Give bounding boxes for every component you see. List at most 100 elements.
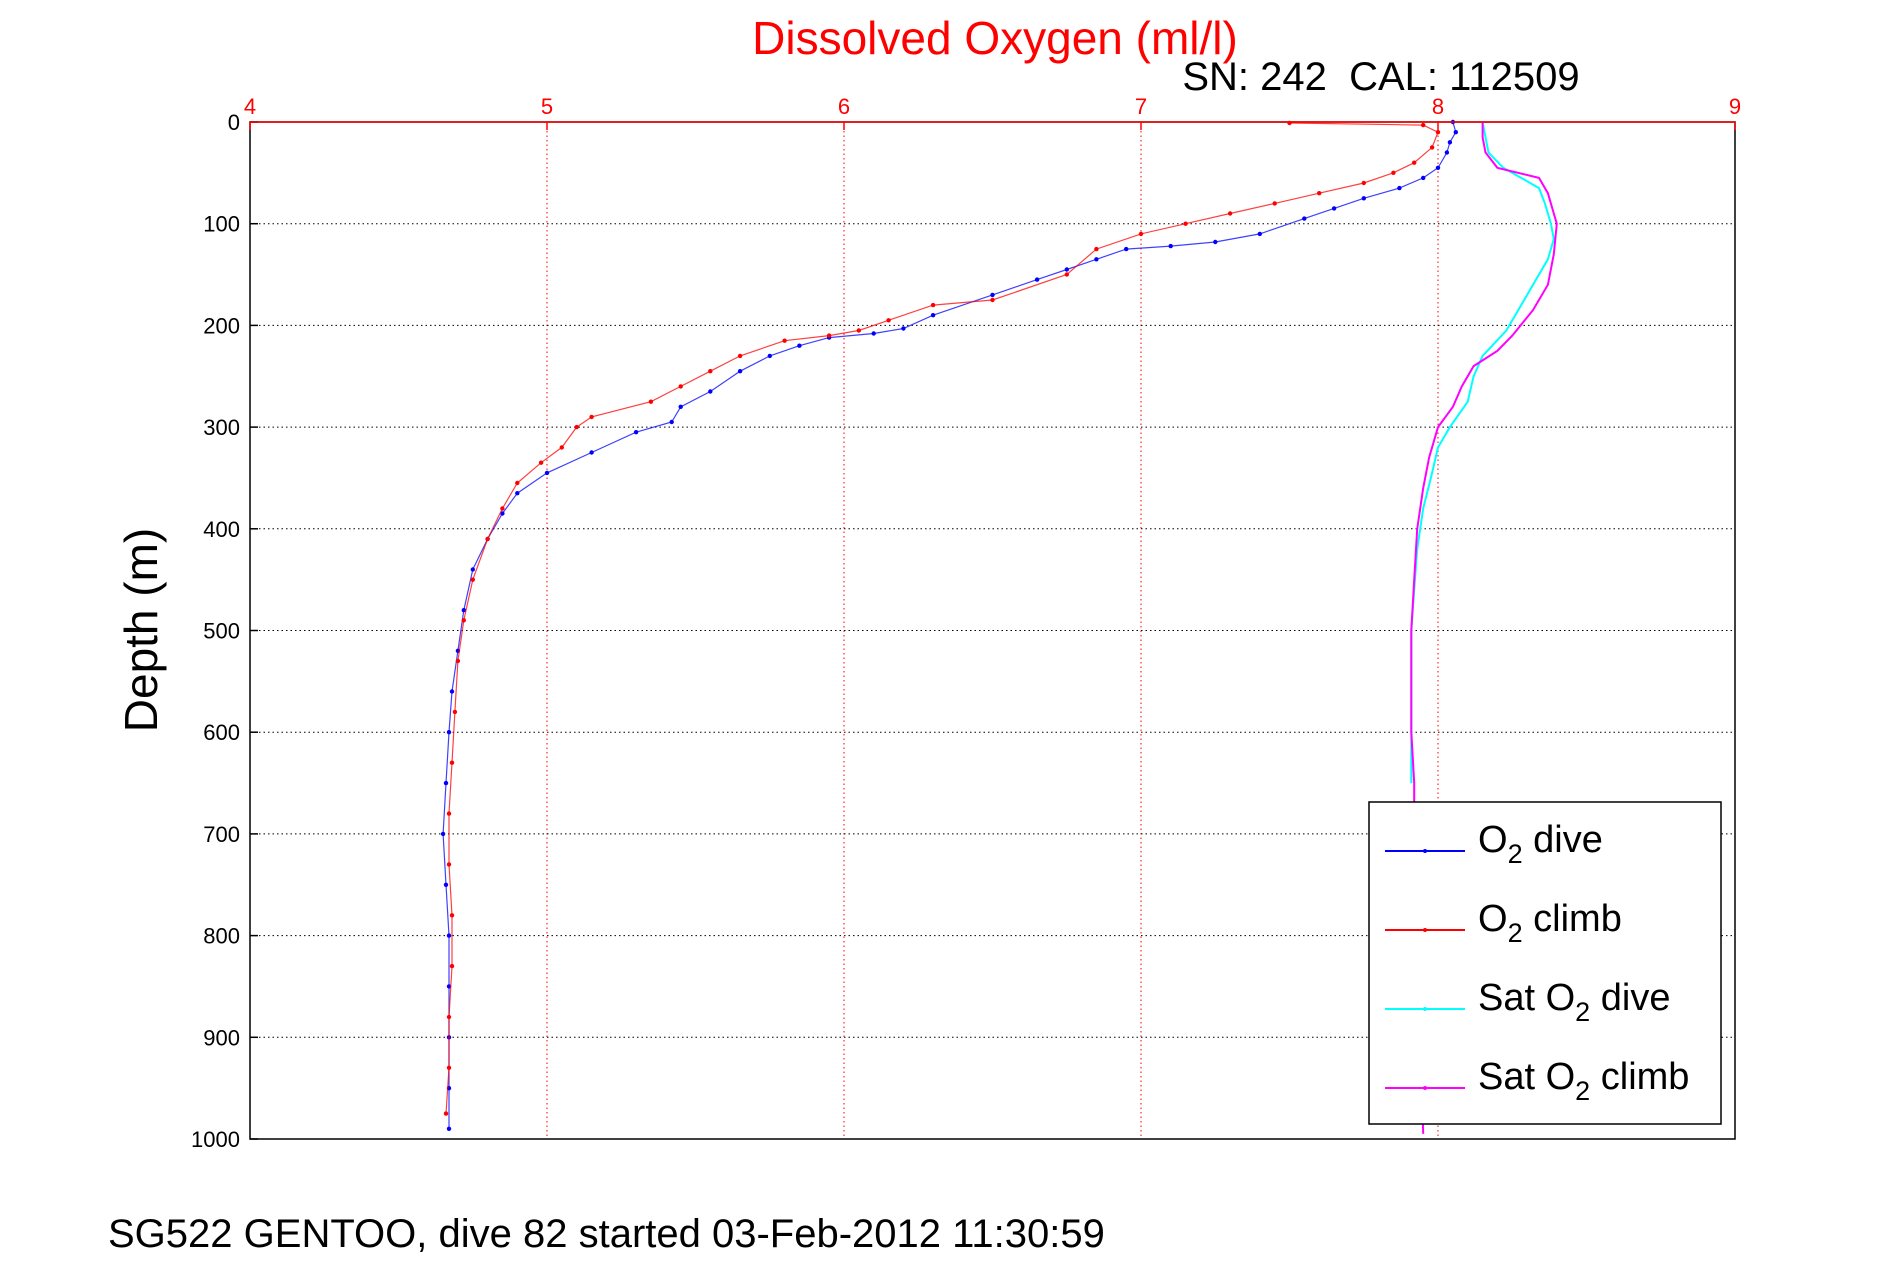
data-point-o2-climb [1317,191,1322,196]
chart-title: Dissolved Oxygen (ml/l) [752,12,1238,64]
data-point-o2-dive [797,343,802,348]
data-point-o2-dive [678,404,683,409]
data-point-o2-dive [443,780,449,786]
legend: O2 dive O2 climb Sat O2 dive Sat O2 climb [1368,801,1722,1125]
data-point-o2-dive [1302,216,1307,221]
series-sat-o2-climb [1410,122,1558,1134]
data-point-o2-climb [1272,201,1277,206]
data-point-o2-climb [574,424,579,430]
y-tick-label: 600 [203,720,240,745]
data-point-o2-climb [1361,180,1367,186]
data-point-o2-climb [443,1111,449,1116]
data-point-o2-dive [446,730,452,735]
data-point-o2-climb [538,460,544,465]
data-point-o2-climb [455,658,461,664]
data-point-o2-climb [1183,221,1188,226]
data-point-o2-dive [669,419,674,425]
data-point-o2-climb [782,338,787,343]
data-point-o2-climb [678,384,683,389]
legend-entry: O2 dive [1385,819,1603,869]
legend-marker [1423,849,1427,853]
data-point-o2-climb [1227,211,1233,216]
data-point-o2-climb [446,862,452,867]
data-point-o2-dive [737,369,743,374]
legend-entry: Sat O2 dive [1385,977,1670,1027]
data-point-o2-dive [1435,165,1441,170]
y-tick-label: 900 [203,1025,240,1050]
data-point-o2-dive [461,608,466,613]
data-point-o2-dive [1421,175,1426,181]
x-tick-label: 6 [838,94,850,119]
legend-marker [1423,1086,1427,1090]
legend-label: O2 dive [1478,819,1603,869]
data-point-o2-climb [589,414,594,420]
data-point-o2-climb [1391,170,1396,175]
y-tick-label: 100 [203,212,240,237]
data-point-o2-dive [1034,277,1040,282]
data-point-o2-dive [901,326,906,331]
data-point-o2-climb [449,913,455,918]
y-tick-label: 200 [203,313,240,338]
footer-caption: SG522 GENTOO, dive 82 started 03-Feb-201… [108,1212,1105,1256]
data-point-o2-climb [446,811,452,816]
data-point-o2-dive [1213,239,1218,245]
data-point-o2-climb [1138,231,1144,237]
data-point-o2-climb [500,506,505,511]
data-point-o2-dive [500,511,505,516]
data-point-o2-dive [930,313,936,318]
y-tick-label: 300 [203,415,240,440]
series-line-sat-o2-climb [1410,122,1558,1134]
x-tick-label: 7 [1135,94,1147,119]
data-point-o2-dive [446,1126,452,1132]
data-point-o2-climb [485,536,490,542]
series-group [440,119,1558,1134]
y-tick-label: 0 [228,110,240,135]
data-point-o2-climb [449,963,455,969]
data-point-o2-dive [1447,140,1453,145]
data-point-o2-dive [1124,246,1129,252]
data-point-o2-dive [589,450,594,455]
data-point-o2-dive [446,933,452,938]
legend-label: Sat O2 dive [1478,977,1670,1027]
data-point-o2-climb [559,445,564,450]
x-ticks: 4 5 6 7 8 9 [244,94,1741,130]
data-point-o2-climb [470,577,475,582]
data-point-o2-dive [449,689,455,694]
data-point-o2-dive [1064,267,1070,272]
data-point-o2-climb [1064,272,1070,277]
data-point-o2-climb [1412,160,1417,165]
data-point-o2-climb [515,480,520,486]
data-point-o2-dive [1361,196,1367,201]
data-point-o2-dive [1444,150,1450,155]
chart-subtitle: SN: 242 CAL: 112509 [1182,55,1579,99]
data-point-o2-climb [737,353,743,359]
x-tick-label: 4 [244,94,256,119]
data-point-o2-dive [1094,257,1099,262]
data-point-o2-climb [856,328,861,333]
data-point-o2-dive [446,984,452,989]
y-tick-label: 400 [203,517,240,542]
series-o2-climb [443,120,1441,1116]
legend-marker [1423,1007,1427,1011]
data-point-o2-dive [443,882,449,887]
legend-box [1368,801,1722,1125]
data-point-o2-climb [886,318,891,323]
data-point-o2-dive [1168,243,1173,249]
data-point-o2-dive [470,567,475,572]
x-tick-label: 9 [1729,94,1741,119]
data-point-o2-climb [449,760,455,765]
data-point-o2-dive [440,831,446,837]
y-tick-label: 700 [203,822,240,847]
data-point-o2-dive [767,353,772,359]
data-point-o2-climb [826,333,832,338]
data-point-o2-climb [1429,145,1435,150]
data-point-o2-climb [1435,130,1441,135]
data-point-o2-climb [452,709,458,715]
data-point-o2-dive [871,331,876,336]
data-point-o2-dive [1453,130,1459,135]
data-point-o2-climb [930,302,936,308]
data-point-o2-climb [1421,122,1426,128]
data-point-o2-dive [544,470,550,476]
data-point-o2-climb [648,399,654,404]
legend-marker [1423,928,1427,932]
